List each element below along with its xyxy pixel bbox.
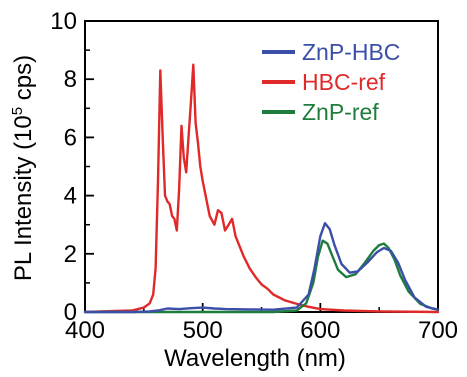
x-tick-label: 400	[65, 317, 105, 344]
y-tick-label: 10	[50, 8, 77, 35]
x-axis-label: Wavelength (nm)	[164, 345, 346, 372]
series-line-znp-hbc	[83, 221, 440, 314]
y-tick-label: 8	[64, 66, 77, 93]
series-lines	[83, 63, 440, 314]
x-tick-label: 700	[418, 317, 458, 344]
y-axis-label-tail: cps)	[10, 55, 37, 107]
series-line-hbc-ref	[83, 63, 440, 314]
y-axis-label-superscript: 5	[9, 107, 26, 115]
y-tick-label: 2	[64, 241, 77, 268]
legend-label: ZnP-HBC	[302, 39, 400, 65]
x-tick-label: 600	[300, 317, 340, 344]
legend-label: HBC-ref	[302, 69, 386, 95]
legend-label: ZnP-ref	[302, 99, 379, 125]
legend: ZnP-HBC HBC-ref ZnP-ref	[262, 39, 400, 125]
y-tick-label: 0	[64, 299, 77, 326]
y-tick-label: 4	[64, 183, 77, 210]
y-axis-label-main: PL Intensity (10	[10, 115, 37, 281]
x-tick-label: 500	[183, 317, 223, 344]
y-tick-label: 6	[64, 124, 77, 151]
series-line-znp-ref	[83, 239, 440, 314]
y-axis-label: PL Intensity (105 cps)	[9, 55, 37, 281]
